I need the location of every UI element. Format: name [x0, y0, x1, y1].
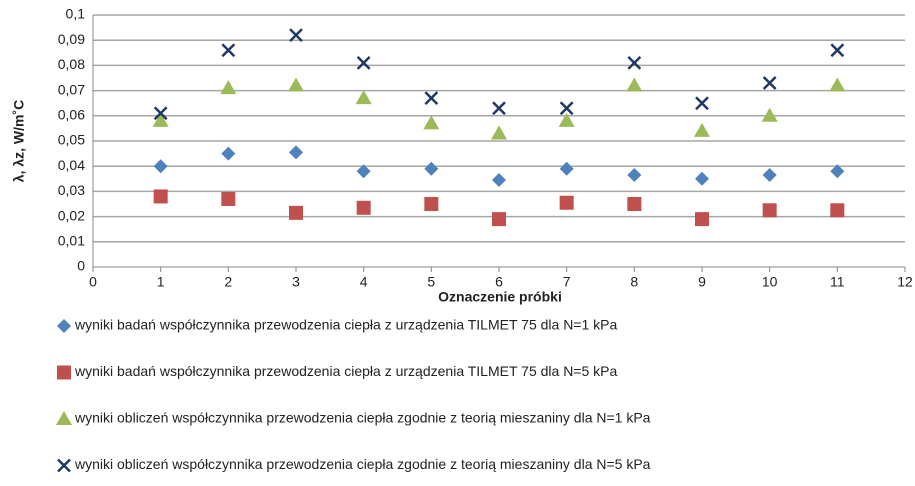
- marker-x: [559, 101, 574, 116]
- x-tick-label: 11: [830, 274, 845, 290]
- marker-x: [424, 91, 439, 106]
- x-tick-label: 12: [897, 274, 913, 290]
- marker-triangle: [56, 411, 72, 425]
- x-tick-label: 1: [157, 274, 165, 290]
- y-tick-label: 0,02: [58, 207, 85, 223]
- marker-triangle: [491, 125, 507, 140]
- marker-square: [289, 205, 303, 220]
- y-tick-label: 0,05: [58, 132, 85, 148]
- y-tick-label: 0,08: [58, 56, 85, 72]
- marker-square: [492, 212, 506, 227]
- y-tick-label: 0,03: [58, 182, 85, 198]
- marker-diamond: [356, 164, 371, 179]
- legend-label: wyniki obliczeń współczynnika przewodzen…: [74, 456, 651, 472]
- marker-square: [221, 191, 236, 206]
- marker-triangle: [423, 115, 440, 130]
- marker-square: [830, 203, 845, 218]
- marker-x: [762, 76, 777, 90]
- x-tick-label: 5: [427, 274, 435, 290]
- marker-triangle: [558, 112, 575, 127]
- marker-x: [57, 458, 71, 473]
- y-tick-label: 0,1: [66, 6, 86, 22]
- marker-square: [153, 189, 168, 204]
- marker-triangle: [829, 77, 846, 92]
- x-tick-label: 8: [630, 274, 638, 290]
- marker-square: [695, 212, 709, 227]
- marker-diamond: [289, 145, 303, 160]
- marker-x: [492, 101, 506, 116]
- y-tick-label: 0,09: [58, 31, 85, 47]
- x-axis-title: Oznaczenie próbki: [438, 289, 562, 305]
- y-tick-label: 0,01: [58, 233, 85, 249]
- x-tick-label: 7: [563, 274, 571, 290]
- x-tick-label: 0: [89, 274, 97, 290]
- marker-x: [830, 43, 845, 58]
- x-tick-label: 9: [698, 274, 706, 290]
- marker-x: [356, 55, 371, 70]
- marker-diamond: [695, 171, 709, 186]
- legend-label: wyniki badań współczynnika przewodzenia …: [74, 317, 617, 333]
- marker-triangle: [152, 112, 169, 127]
- marker-square: [559, 195, 574, 210]
- marker-diamond: [153, 159, 168, 174]
- marker-diamond: [559, 161, 574, 176]
- marker-diamond: [492, 173, 506, 188]
- marker-x: [153, 106, 168, 121]
- y-axis-title: λ, λz, W/m˚C: [11, 100, 27, 182]
- marker-square: [424, 197, 439, 211]
- legend-label: wyniki obliczeń współczynnika przewodzen…: [74, 410, 651, 426]
- marker-diamond: [221, 146, 236, 161]
- marker-diamond: [627, 168, 642, 183]
- x-tick-label: 10: [762, 274, 778, 290]
- marker-x: [221, 43, 236, 58]
- marker-square: [762, 203, 777, 218]
- marker-square: [57, 365, 71, 380]
- x-tick-label: 6: [495, 274, 503, 290]
- marker-diamond: [830, 164, 845, 179]
- marker-diamond: [424, 161, 439, 176]
- y-tick-label: 0,07: [58, 81, 85, 97]
- marker-triangle: [355, 90, 372, 105]
- y-tick-label: 0,04: [58, 157, 85, 173]
- x-tick-label: 4: [360, 274, 368, 290]
- marker-x: [695, 96, 709, 111]
- marker-diamond: [762, 168, 777, 183]
- marker-diamond: [57, 319, 71, 333]
- x-tick-label: 3: [292, 274, 300, 290]
- marker-x: [289, 28, 303, 43]
- y-tick-label: 0: [77, 258, 85, 274]
- marker-triangle: [694, 122, 710, 137]
- marker-triangle: [626, 77, 643, 92]
- x-tick-label: 2: [224, 274, 232, 290]
- y-tick-label: 0,06: [58, 107, 85, 123]
- legend-label: wyniki badań współczynnika przewodzenia …: [74, 363, 617, 379]
- marker-triangle: [220, 80, 237, 95]
- marker-triangle: [761, 107, 778, 122]
- marker-triangle: [288, 77, 304, 92]
- marker-x: [627, 55, 642, 70]
- marker-square: [627, 197, 642, 211]
- marker-square: [356, 200, 371, 215]
